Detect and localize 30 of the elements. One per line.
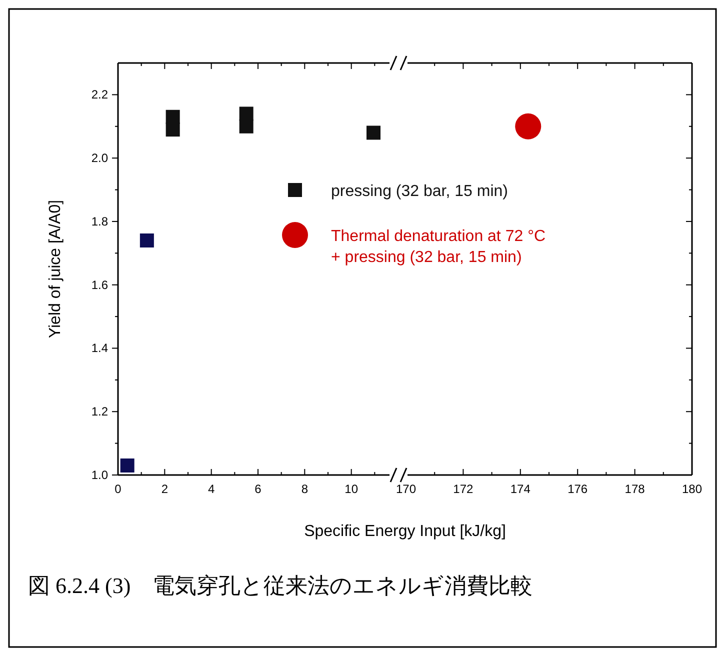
x-tick-label: 2 <box>161 482 168 496</box>
caption: 図 6.2.4 (3) 電気穿孔と従来法のエネルギ消費比較 <box>28 573 533 598</box>
point <box>120 458 134 472</box>
point <box>239 119 254 134</box>
x-tick-label: 178 <box>624 482 646 496</box>
y-tick-label: 1.6 <box>91 278 108 292</box>
x-tick-label: 6 <box>254 482 262 496</box>
legend-label: pressing (32 bar, 15 min) <box>331 183 508 200</box>
y-tick-label: 1.0 <box>91 468 108 482</box>
point <box>239 106 254 121</box>
x-tick-label: 176 <box>568 482 588 496</box>
x-tick-label: 0 <box>114 482 122 496</box>
x-tick-label: 170 <box>396 482 416 496</box>
x-tick-label: 8 <box>301 482 308 496</box>
x-tick-label: 180 <box>682 482 702 496</box>
point <box>140 233 154 248</box>
y-tick-label: 2.0 <box>91 151 108 166</box>
y-axis-title: Yield of juice [A/A0] <box>47 200 64 338</box>
y-tick-label: 1.2 <box>91 404 108 419</box>
y-tick-label: 1.4 <box>91 341 108 356</box>
legend-label: Thermal denaturation at 72 °C + pressing (32 bar, 15 min) <box>331 228 546 266</box>
x-tick-label: 172 <box>453 482 474 496</box>
x-tick-label: 174 <box>510 482 531 496</box>
y-tick-label: 1.8 <box>91 214 108 228</box>
point <box>166 122 180 137</box>
x-tick-label: 10 <box>344 482 358 496</box>
x-tick-label: 4 <box>208 482 215 496</box>
x-axis-title: Specific Energy Input [kJ/kg] <box>304 523 506 540</box>
y-tick-label: 2.2 <box>91 88 108 102</box>
point <box>366 126 380 140</box>
